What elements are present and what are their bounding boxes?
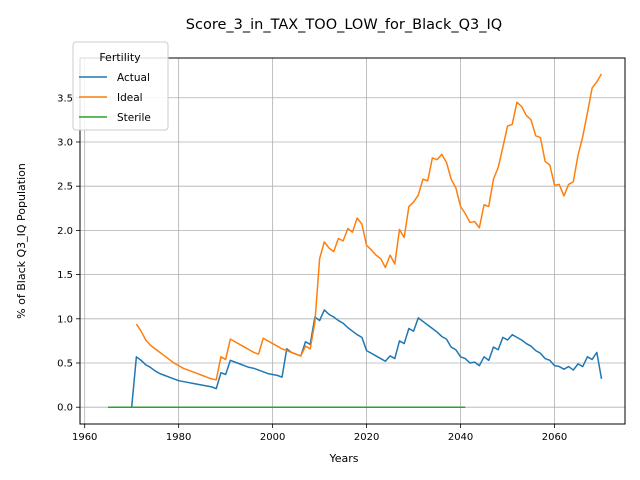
legend-box <box>72 41 169 131</box>
x-tick-label: 1980 <box>166 432 191 443</box>
legend-entry-sterile: Sterile <box>79 112 151 124</box>
legend: Fertility Actual Ideal Sterile <box>72 41 169 131</box>
x-tick-label: 1960 <box>72 432 97 443</box>
y-tick-label: 2.0 <box>57 226 73 237</box>
x-axis-label: Years <box>328 452 358 465</box>
plot-frame <box>79 57 626 425</box>
y-tick-label: 1.5 <box>57 270 73 281</box>
y-tick-label: 3.5 <box>57 93 73 104</box>
series-lines <box>108 73 603 408</box>
legend-entry-ideal: Ideal <box>79 92 143 104</box>
y-tick-label: 3.0 <box>57 137 73 148</box>
x-tick-label: 2040 <box>448 432 473 443</box>
legend-entries: Actual Ideal Sterile <box>79 72 151 124</box>
y-tick-label: 1.0 <box>57 314 73 325</box>
legend-label: Actual <box>117 72 150 84</box>
legend-title: Fertility <box>99 51 141 64</box>
series-line-ideal <box>135 73 603 381</box>
y-tick-label: 0.5 <box>57 359 73 370</box>
chart-title: Score_3_in_TAX_TOO_LOW_for_Black_Q3_IQ <box>186 17 502 33</box>
x-axis-ticks: 1960 1980 2000 2020 2040 2060 <box>72 424 567 443</box>
x-tick-label: 2000 <box>260 432 285 443</box>
legend-label: Ideal <box>117 92 143 104</box>
y-tick-label: 2.5 <box>57 182 73 193</box>
x-tick-label: 2060 <box>542 432 567 443</box>
y-axis-label: % of Black Q3_IQ Population <box>15 163 28 319</box>
x-tick-label: 2020 <box>354 432 379 443</box>
legend-label: Sterile <box>117 112 151 124</box>
series-line-actual <box>108 309 603 408</box>
legend-entry-actual: Actual <box>79 72 150 84</box>
y-tick-label: 0.0 <box>57 403 73 414</box>
